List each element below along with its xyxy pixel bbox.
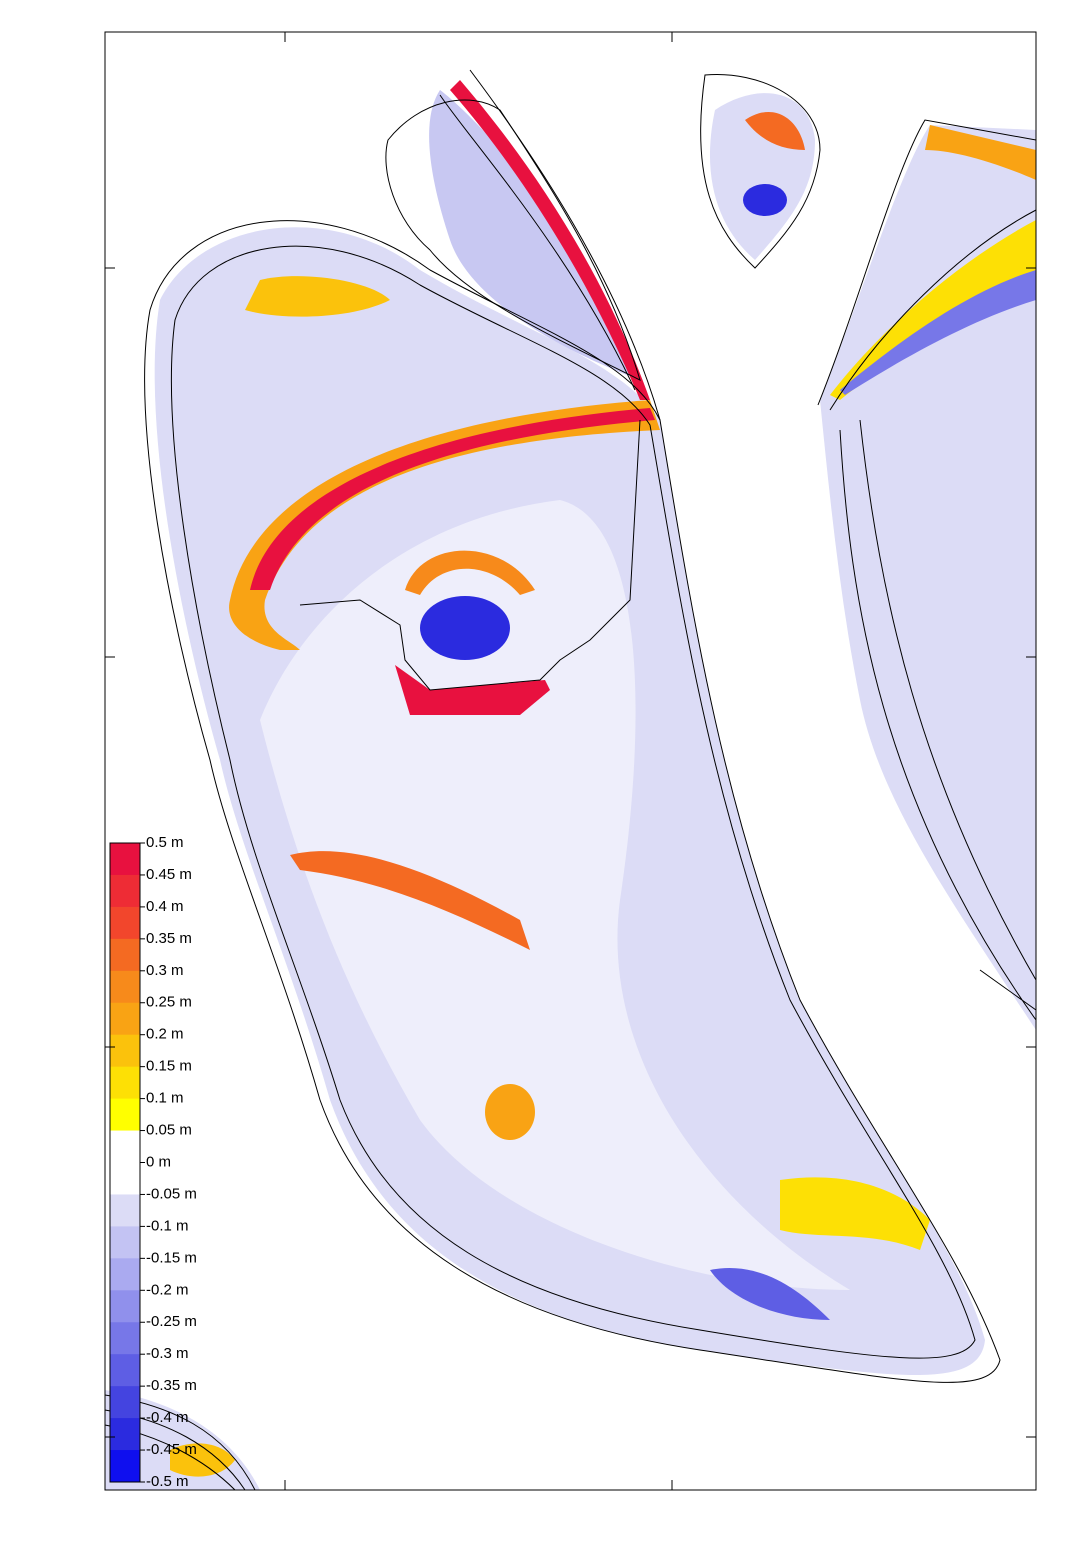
island-core <box>743 184 787 216</box>
frame <box>104 31 1037 1491</box>
colorbar-label: 0.45 m <box>146 866 192 883</box>
contour <box>144 220 1001 1383</box>
colorbar-band <box>110 1418 140 1451</box>
contour <box>817 119 1037 1021</box>
colorbar-label: -0.15 m <box>146 1249 197 1266</box>
colorbar-label: -0.4 m <box>146 1409 189 1426</box>
colorbar-band <box>110 1226 140 1259</box>
contour <box>700 73 821 269</box>
colorbar-label: 0.3 m <box>146 962 184 979</box>
colorbar-band <box>110 1002 140 1036</box>
colorbar-band <box>110 1194 140 1227</box>
colorbar-band <box>110 843 140 876</box>
right-ridge <box>830 220 1036 400</box>
colorbar-label: 0.35 m <box>146 930 192 947</box>
colorbar-label: -0.35 m <box>146 1377 197 1394</box>
contour <box>385 99 641 381</box>
colorbar-label: 0.05 m <box>146 1122 192 1139</box>
spit-ridge <box>450 80 650 400</box>
colorbar-band <box>110 1034 140 1068</box>
lower-ridge <box>290 851 530 950</box>
colorbar-band <box>110 906 140 940</box>
colorbar-band <box>110 938 140 972</box>
colorbar-label: -0.05 m <box>146 1185 197 1202</box>
colorbar-band <box>110 1162 140 1195</box>
colorbar-label: -0.2 m <box>146 1281 189 1298</box>
contour <box>170 245 976 1359</box>
colorbar-band <box>110 1098 140 1132</box>
right-ridge <box>925 125 1036 180</box>
ring-bottom <box>395 665 550 715</box>
colorbar-band <box>110 1066 140 1100</box>
colorbar: 0.5 m 0.45 m 0.4 m 0.35 m 0.3 m 0.25 m 0.2 m 0.… <box>109 834 197 1490</box>
colorbar-band <box>110 874 140 908</box>
colorbar-band <box>110 1130 140 1163</box>
colorbar-label: 0.4 m <box>146 898 184 915</box>
contour <box>299 419 641 691</box>
colorbar-band <box>110 970 140 1004</box>
colorbar-label: -0.45 m <box>146 1441 197 1458</box>
colorbar-label: 0.1 m <box>146 1090 184 1107</box>
island-ridge <box>745 111 805 150</box>
colorbar-label: 0.15 m <box>146 1058 192 1075</box>
colorbar-band <box>110 1290 140 1323</box>
yellow-patch <box>780 1177 930 1250</box>
colorbar-label: -0.3 m <box>146 1345 189 1362</box>
colorbar-label: 0.2 m <box>146 1026 184 1043</box>
colorbar-band <box>110 1354 140 1387</box>
yellow-patch <box>245 276 390 317</box>
frame-ticks <box>105 32 1036 1490</box>
map-field <box>104 69 1037 1491</box>
colorbar-label: 0.25 m <box>146 994 192 1011</box>
colorbar-label: 0 m <box>146 1153 171 1170</box>
colorbar-band <box>110 1322 140 1355</box>
colorbar-label: -0.1 m <box>146 1217 189 1234</box>
arc <box>250 408 655 590</box>
colorbar-label: 0.5 m <box>146 834 184 851</box>
contour <box>439 69 661 421</box>
right-trough <box>840 270 1036 395</box>
orange-patch <box>485 1084 535 1140</box>
map-frame <box>104 31 1037 1491</box>
colorbar-band <box>110 1258 140 1291</box>
colorbar-band <box>110 1386 140 1419</box>
colorbar-band <box>110 1450 140 1483</box>
colorbar-label: -0.25 m <box>146 1313 197 1330</box>
blue-patch <box>710 1268 830 1320</box>
spit <box>429 90 640 380</box>
colorbar-label: -0.5 m <box>146 1473 189 1490</box>
ring-top <box>405 550 535 595</box>
blue-core <box>420 596 510 660</box>
corner-patch <box>170 1443 235 1477</box>
